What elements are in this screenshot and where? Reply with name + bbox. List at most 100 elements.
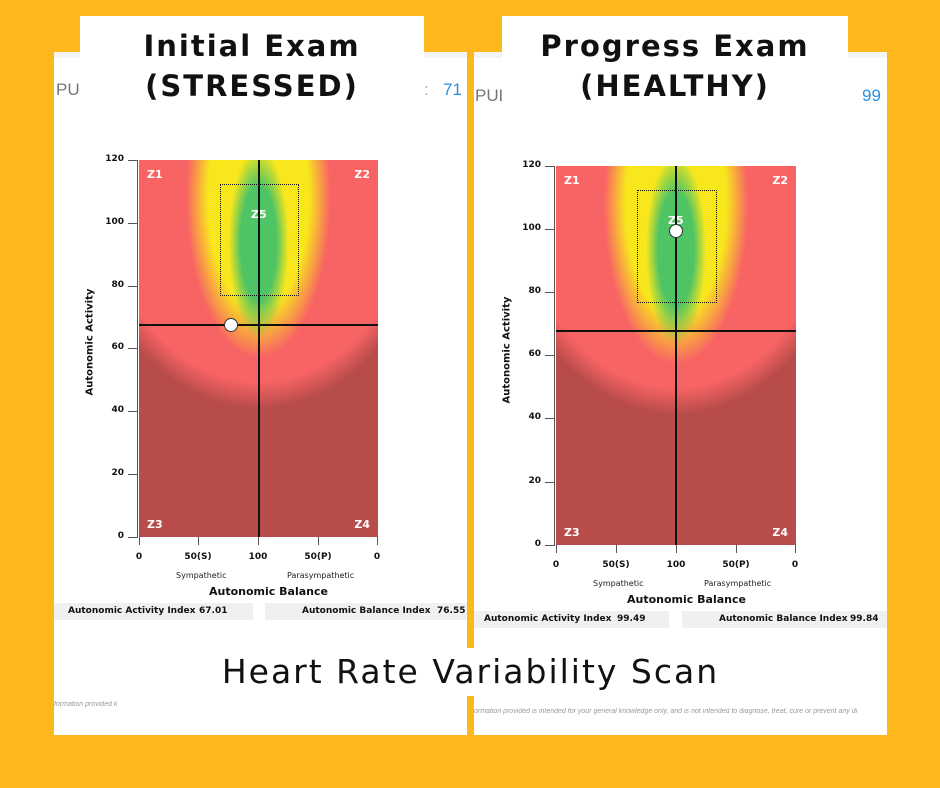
- zone-label-z2: Z2: [772, 174, 788, 187]
- parasympathetic-label: Parasympathetic: [287, 571, 355, 580]
- y-tick: [545, 482, 555, 483]
- zone-label-z2: Z2: [354, 168, 370, 181]
- x-axis-title: Autonomic Balance: [627, 593, 746, 606]
- disclaimer-text: formation provided k: [54, 701, 118, 708]
- y-axis-title: Autonomic Activity: [501, 296, 513, 404]
- x-tick-label: 0: [791, 560, 799, 570]
- zone-label-z1: Z1: [147, 168, 163, 181]
- panel-divider: [467, 696, 474, 736]
- center-vertical-line: [258, 160, 260, 537]
- progress-exam-title: Progress Exam (HEALTHY): [502, 16, 848, 118]
- x-tick-label: 0: [373, 552, 381, 562]
- y-tick-label: 40: [111, 405, 124, 415]
- y-tick: [545, 166, 555, 167]
- y-tick-label: 100: [105, 217, 124, 227]
- activity-crosshair-line: [556, 330, 796, 332]
- title-line-2: (HEALTHY): [580, 69, 770, 103]
- z5-target-box: [637, 190, 717, 303]
- zone-plot-area: Z1 Z2 Z3 Z4 Z5: [556, 166, 796, 545]
- index-value: 99.49: [617, 614, 646, 624]
- y-tick-label: 60: [528, 349, 541, 359]
- zone-label-z4: Z4: [354, 518, 370, 531]
- zone-label-z3: Z3: [147, 518, 163, 531]
- y-tick-label: 120: [105, 154, 124, 164]
- disclaimer-text: ormation provided is intended for your g…: [474, 708, 858, 715]
- y-tick-label: 80: [528, 286, 541, 296]
- pulse-colon: :: [424, 80, 429, 99]
- sympathetic-label: Sympathetic: [176, 571, 227, 580]
- x-tick: [676, 545, 677, 553]
- y-tick-label: 20: [528, 476, 541, 486]
- measurement-point: [669, 224, 683, 238]
- pulse-value: 71: [443, 80, 462, 99]
- y-tick-label: 60: [111, 342, 124, 352]
- z5-target-box: [220, 184, 299, 296]
- y-tick-label: 0: [534, 539, 541, 549]
- pulse-value: 99: [862, 86, 881, 105]
- autonomic-activity-index-row: Autonomic Activity Index 99.49: [474, 611, 669, 628]
- x-tick: [795, 545, 796, 553]
- y-tick-label: 100: [522, 223, 541, 233]
- autonomic-activity-index-row: Autonomic Activity Index 67.01: [54, 603, 253, 620]
- zone-label-z1: Z1: [564, 174, 580, 187]
- y-tick: [545, 229, 555, 230]
- y-tick: [545, 418, 555, 419]
- title-line-1: Initial Exam: [143, 29, 361, 63]
- x-tick: [616, 545, 617, 553]
- y-tick: [545, 355, 555, 356]
- x-tick: [556, 545, 557, 553]
- sympathetic-label: Sympathetic: [593, 579, 644, 588]
- x-tick-label: 50(P): [304, 552, 332, 562]
- x-tick-label: 0: [552, 560, 560, 570]
- y-tick: [128, 160, 138, 161]
- y-tick: [128, 286, 138, 287]
- y-tick: [128, 223, 138, 224]
- autonomic-balance-index-row: Autonomic Balance Index 76.55: [265, 603, 467, 620]
- x-tick-label: 50(S): [602, 560, 630, 570]
- x-tick: [139, 537, 140, 545]
- x-tick-label: 50(P): [722, 560, 750, 570]
- hrv-scan-banner-title: Heart Rate Variability Scan: [54, 648, 887, 696]
- panel-divider: [467, 52, 474, 648]
- pulse-label-fragment: PUL: [475, 86, 509, 105]
- y-tick: [128, 537, 138, 538]
- y-tick: [128, 411, 138, 412]
- x-tick-label: 50(S): [184, 552, 212, 562]
- x-tick-label: 100: [248, 552, 268, 562]
- y-tick: [128, 348, 138, 349]
- index-label: Autonomic Activity Index: [68, 606, 196, 616]
- y-tick-label: 20: [111, 468, 124, 478]
- activity-crosshair-line: [139, 324, 378, 326]
- y-tick-label: 120: [522, 160, 541, 170]
- y-tick: [545, 292, 555, 293]
- x-tick: [736, 545, 737, 553]
- y-axis-title: Autonomic Activity: [84, 288, 96, 396]
- x-tick: [377, 537, 378, 545]
- measurement-point: [224, 318, 238, 332]
- x-tick: [198, 537, 199, 545]
- parasympathetic-label: Parasympathetic: [704, 579, 772, 588]
- index-value: 76.55: [437, 606, 466, 616]
- y-tick-label: 40: [528, 412, 541, 422]
- x-axis-title: Autonomic Balance: [209, 585, 328, 598]
- index-label: Autonomic Balance Index: [719, 614, 848, 624]
- y-tick-label: 0: [117, 531, 124, 541]
- x-tick-label: 0: [135, 552, 143, 562]
- zone-label-z3: Z3: [564, 526, 580, 539]
- x-tick-label: 100: [666, 560, 686, 570]
- index-value: 99.84: [850, 614, 879, 624]
- pulse-label-fragment: PU: [56, 80, 80, 99]
- x-tick: [318, 537, 319, 545]
- y-tick: [545, 545, 555, 546]
- center-vertical-line: [675, 166, 677, 545]
- index-label: Autonomic Activity Index: [484, 614, 612, 624]
- index-label: Autonomic Balance Index: [302, 606, 431, 616]
- y-tick: [128, 474, 138, 475]
- index-value: 67.01: [199, 606, 228, 616]
- zone-plot-area: Z1 Z2 Z3 Z4 Z5: [139, 160, 378, 537]
- zone-label-z4: Z4: [772, 526, 788, 539]
- autonomic-balance-index-row: Autonomic Balance Index 99.84: [682, 611, 887, 628]
- x-tick: [258, 537, 259, 545]
- initial-exam-title: Initial Exam (STRESSED): [80, 16, 424, 118]
- title-line-2: (STRESSED): [145, 69, 359, 103]
